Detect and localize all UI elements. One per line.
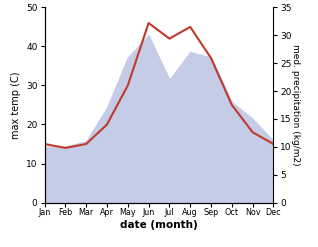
X-axis label: date (month): date (month): [120, 220, 198, 230]
Y-axis label: max temp (C): max temp (C): [10, 71, 21, 139]
Y-axis label: med. precipitation (kg/m2): med. precipitation (kg/m2): [291, 44, 300, 166]
